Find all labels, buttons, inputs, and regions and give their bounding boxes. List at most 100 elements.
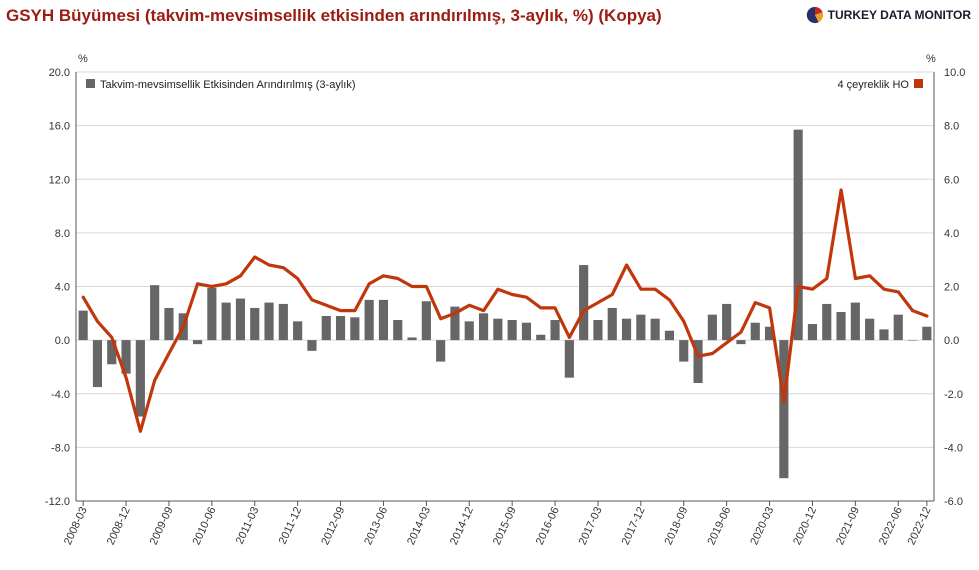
bar: [564, 340, 574, 378]
bar: [664, 330, 675, 341]
x-tick-label: 2020-03: [748, 505, 776, 547]
right-axis-unit: %: [926, 53, 936, 65]
bar: [693, 340, 703, 384]
bar: [92, 340, 103, 388]
x-tick-label: 2022-06: [877, 505, 905, 547]
right-tick-label: 4.0: [944, 228, 959, 240]
bar: [736, 340, 746, 345]
bar: [478, 313, 489, 341]
x-tick-label: 2008-03: [62, 505, 90, 547]
bar: [121, 340, 131, 374]
bar: [621, 318, 632, 341]
legend-line[interactable]: 4 çeyreklik HO: [837, 79, 923, 91]
x-tick-label: 2020-12: [791, 505, 819, 547]
bar: [350, 317, 360, 341]
bar: [536, 334, 546, 341]
bar: [393, 320, 403, 341]
bar: [836, 311, 846, 341]
bar: [307, 340, 317, 351]
bar: [235, 298, 246, 341]
legend-line-swatch: [914, 79, 923, 88]
left-tick-label: 16.0: [49, 121, 70, 133]
bar: [493, 318, 503, 341]
bar: [865, 318, 875, 341]
x-tick-label: 2017-12: [620, 505, 648, 547]
x-tick-label: 2012-09: [319, 505, 347, 547]
bar: [450, 306, 460, 341]
bar: [278, 303, 288, 341]
bar: [822, 303, 832, 341]
right-tick-label: -6.0: [944, 496, 963, 508]
x-tick-label: 2009-09: [148, 505, 176, 547]
x-tick-label: 2014-03: [405, 505, 433, 547]
x-tick-label: 2008-12: [105, 505, 133, 547]
left-tick-label: 4.0: [55, 282, 70, 294]
bar: [192, 340, 203, 345]
bar: [593, 320, 603, 341]
legend-bar[interactable]: Takvim-mevsimsellik Etkisinden Arındırıl…: [86, 79, 356, 91]
left-tick-label: -4.0: [51, 389, 70, 401]
pie-logo-icon: [806, 6, 823, 24]
bar: [679, 340, 689, 362]
left-tick-label: -12.0: [45, 496, 70, 508]
left-tick-label: 12.0: [49, 174, 70, 186]
x-tick-label: 2018-09: [663, 505, 691, 547]
x-tick-label: 2019-06: [705, 505, 733, 547]
x-tick-label: 2015-09: [491, 505, 519, 547]
bar: [879, 329, 889, 341]
bar: [507, 320, 517, 341]
bar: [764, 326, 775, 341]
legend-line-label: 4 çeyreklik HO: [837, 79, 909, 91]
right-tick-label: -4.0: [944, 442, 963, 454]
bar: [907, 340, 918, 341]
bar: [807, 324, 818, 341]
x-tick-label: 2022-12: [906, 505, 934, 547]
bar: [378, 299, 389, 341]
x-tick-label: 2010-06: [191, 505, 219, 547]
brand-logo[interactable]: TURKEY DATA MONITOR: [806, 5, 971, 25]
bar: [850, 302, 860, 341]
bar: [264, 302, 274, 341]
left-tick-label: 0.0: [55, 335, 70, 347]
legend-bar-swatch: [86, 79, 95, 88]
bar: [164, 307, 174, 341]
right-tick-label: 2.0: [944, 282, 959, 294]
bar: [293, 321, 303, 341]
bar: [78, 310, 88, 341]
left-tick-label: -8.0: [51, 442, 70, 454]
bar: [607, 307, 617, 341]
bar: [893, 314, 903, 341]
bar: [107, 340, 117, 365]
right-tick-label: 8.0: [944, 121, 959, 133]
bar: [150, 285, 160, 341]
bar: [221, 302, 231, 341]
growth-line: [81, 188, 929, 433]
right-tick-label: 10.0: [944, 67, 965, 79]
bar: [550, 320, 560, 341]
bar: [207, 287, 217, 341]
right-tick-label: 6.0: [944, 174, 959, 186]
bar: [421, 301, 431, 341]
bar: [707, 314, 717, 341]
bar: [722, 303, 732, 341]
bar: [793, 129, 803, 341]
line-series: [81, 188, 929, 433]
bar: [335, 315, 346, 341]
left-tick-label: 8.0: [55, 228, 70, 240]
brand-name: TURKEY DATA MONITOR: [827, 8, 971, 22]
left-axis-unit: %: [78, 53, 88, 65]
bar: [135, 340, 145, 417]
bar: [521, 322, 532, 341]
bar-series: [78, 129, 932, 479]
x-tick-label: 2021-09: [834, 505, 862, 547]
bar: [436, 340, 446, 362]
right-tick-label: -2.0: [944, 389, 963, 401]
bar: [579, 265, 589, 341]
bar: [922, 326, 932, 341]
x-tick-label: 2011-12: [277, 505, 305, 546]
bar: [321, 315, 331, 341]
x-tick-label: 2011-03: [234, 505, 262, 546]
bar: [750, 322, 760, 341]
bar: [464, 321, 474, 341]
